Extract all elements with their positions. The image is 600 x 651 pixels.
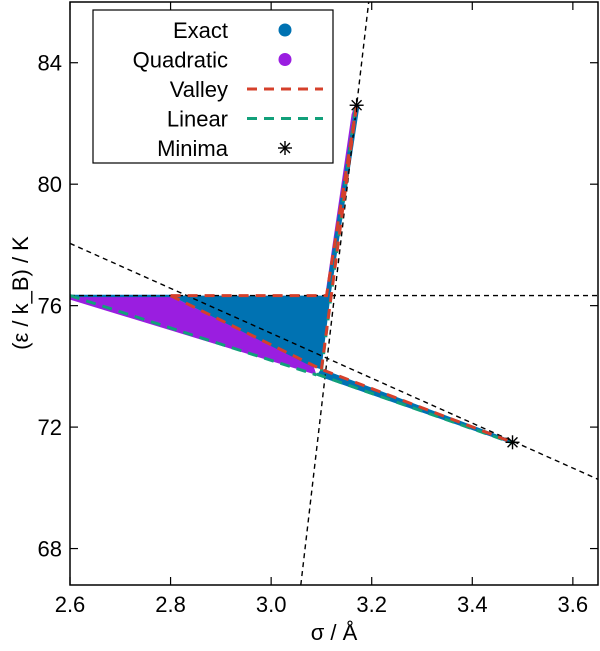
x-tick-label: 3.2 [356, 592, 387, 617]
linear-line [70, 294, 317, 377]
legend-label-quadratic: Quadratic [133, 48, 228, 73]
x-axis-label: σ / Å [311, 620, 358, 645]
legend-label-valley: Valley [170, 77, 228, 102]
x-tick-label: 3.4 [457, 592, 488, 617]
minimum-marker [349, 98, 364, 113]
x-tick-label: 2.8 [155, 592, 186, 617]
plot-frame [69, 1, 599, 586]
guide-line [300, 2, 370, 585]
legend-label-exact: Exact [173, 18, 228, 43]
linear-line [315, 372, 513, 445]
x-tick-label: 3.0 [256, 592, 287, 617]
y-tick-label: 72 [38, 415, 62, 440]
y-tick-label: 76 [38, 294, 62, 319]
legend-marker-quadratic [278, 53, 292, 66]
valley-line [170, 104, 359, 298]
legend-marker-exact [278, 23, 292, 37]
exact-region [170, 105, 360, 370]
star-stroke [507, 436, 518, 448]
star-stroke [351, 99, 363, 111]
legend: Exact Quadratic Valley Linear Minima [92, 9, 334, 164]
y-tick-label: 80 [38, 172, 62, 197]
valley-line [169, 294, 514, 444]
y-axis-label: (ε / k_B) / K [8, 236, 33, 350]
star-stroke [279, 142, 291, 154]
minimum-marker [278, 141, 292, 155]
y-tick-label: 68 [38, 537, 62, 562]
legend-label-minima: Minima [157, 136, 229, 161]
y-tick-label: 84 [38, 51, 62, 76]
x-tick-label: 2.6 [55, 592, 86, 617]
x-tick-label: 3.6 [558, 592, 589, 617]
valley-line [319, 105, 359, 370]
legend-label-linear: Linear [167, 107, 228, 132]
minimum-marker [505, 435, 520, 450]
